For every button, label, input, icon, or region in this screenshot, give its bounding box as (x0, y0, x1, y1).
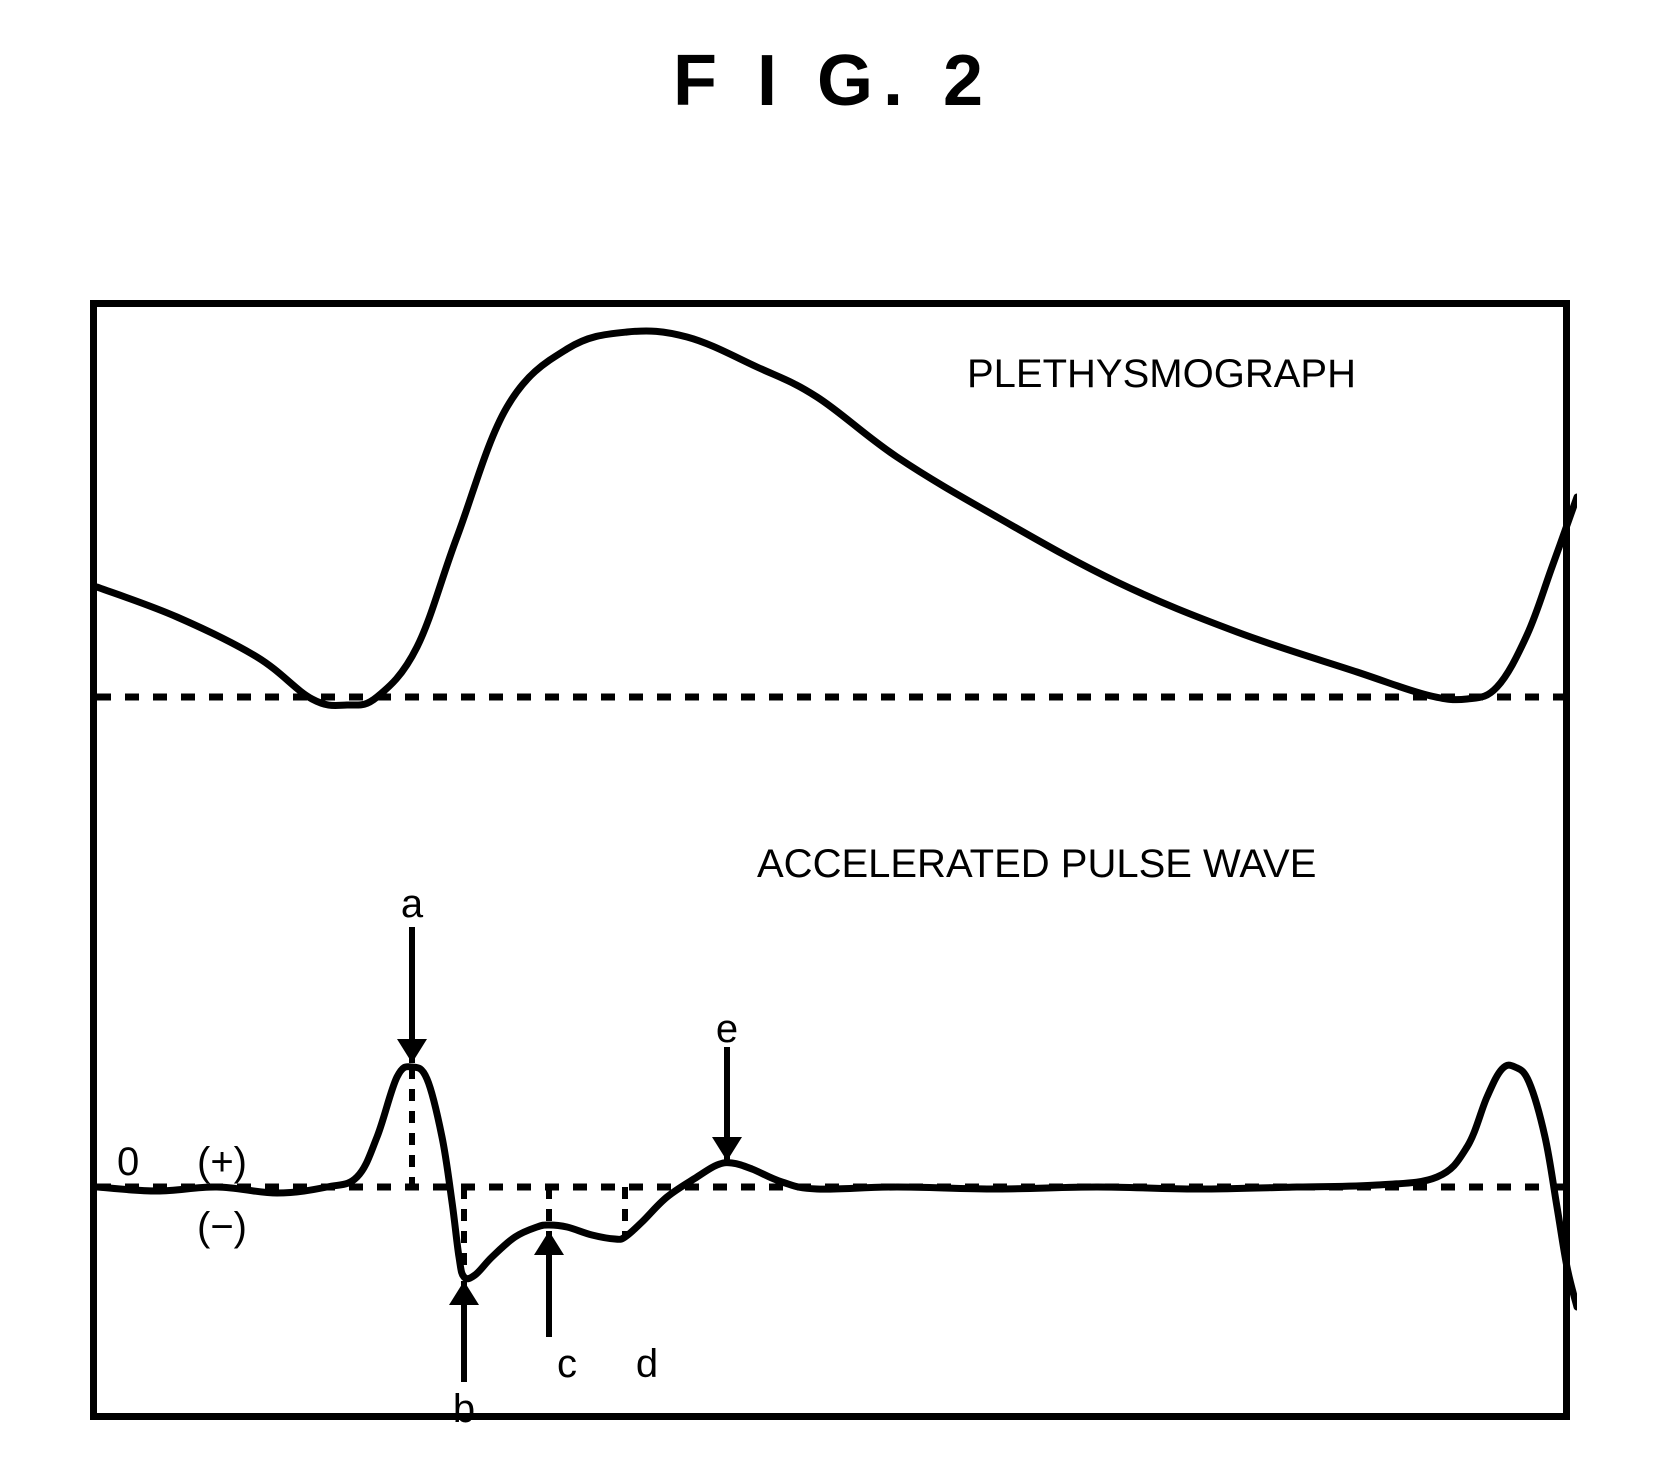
accelerated-pulse-wave-label: ACCELERATED PULSE WAVE (757, 842, 1316, 886)
marker-b-arrowhead (449, 1281, 479, 1305)
minus-label: (−) (197, 1205, 247, 1249)
page: F I G. 2 PLETHYSMOGRAPH ACCELERATED PULSE… (0, 0, 1666, 1467)
chart-svg: PLETHYSMOGRAPH ACCELERATED PULSE WAVE 0 (+)… (97, 307, 1577, 1427)
marker-c-arrowhead (534, 1231, 564, 1255)
marker-d-label: d (636, 1342, 658, 1386)
marker-e-arrowhead (712, 1137, 742, 1161)
marker-b-label: b (453, 1387, 475, 1427)
plethysmograph-label: PLETHYSMOGRAPH (967, 352, 1356, 396)
marker-a-label: a (401, 882, 424, 926)
marker-e-label: e (716, 1007, 738, 1051)
zero-label: 0 (117, 1140, 139, 1184)
chart-frame: PLETHYSMOGRAPH ACCELERATED PULSE WAVE 0 (+)… (90, 300, 1570, 1420)
plus-label: (+) (197, 1140, 247, 1184)
marker-a-arrowhead (397, 1039, 427, 1063)
accelerated-pulse-wave-curve (97, 1065, 1577, 1307)
marker-c-label: c (557, 1342, 577, 1386)
figure-title: F I G. 2 (0, 40, 1666, 122)
